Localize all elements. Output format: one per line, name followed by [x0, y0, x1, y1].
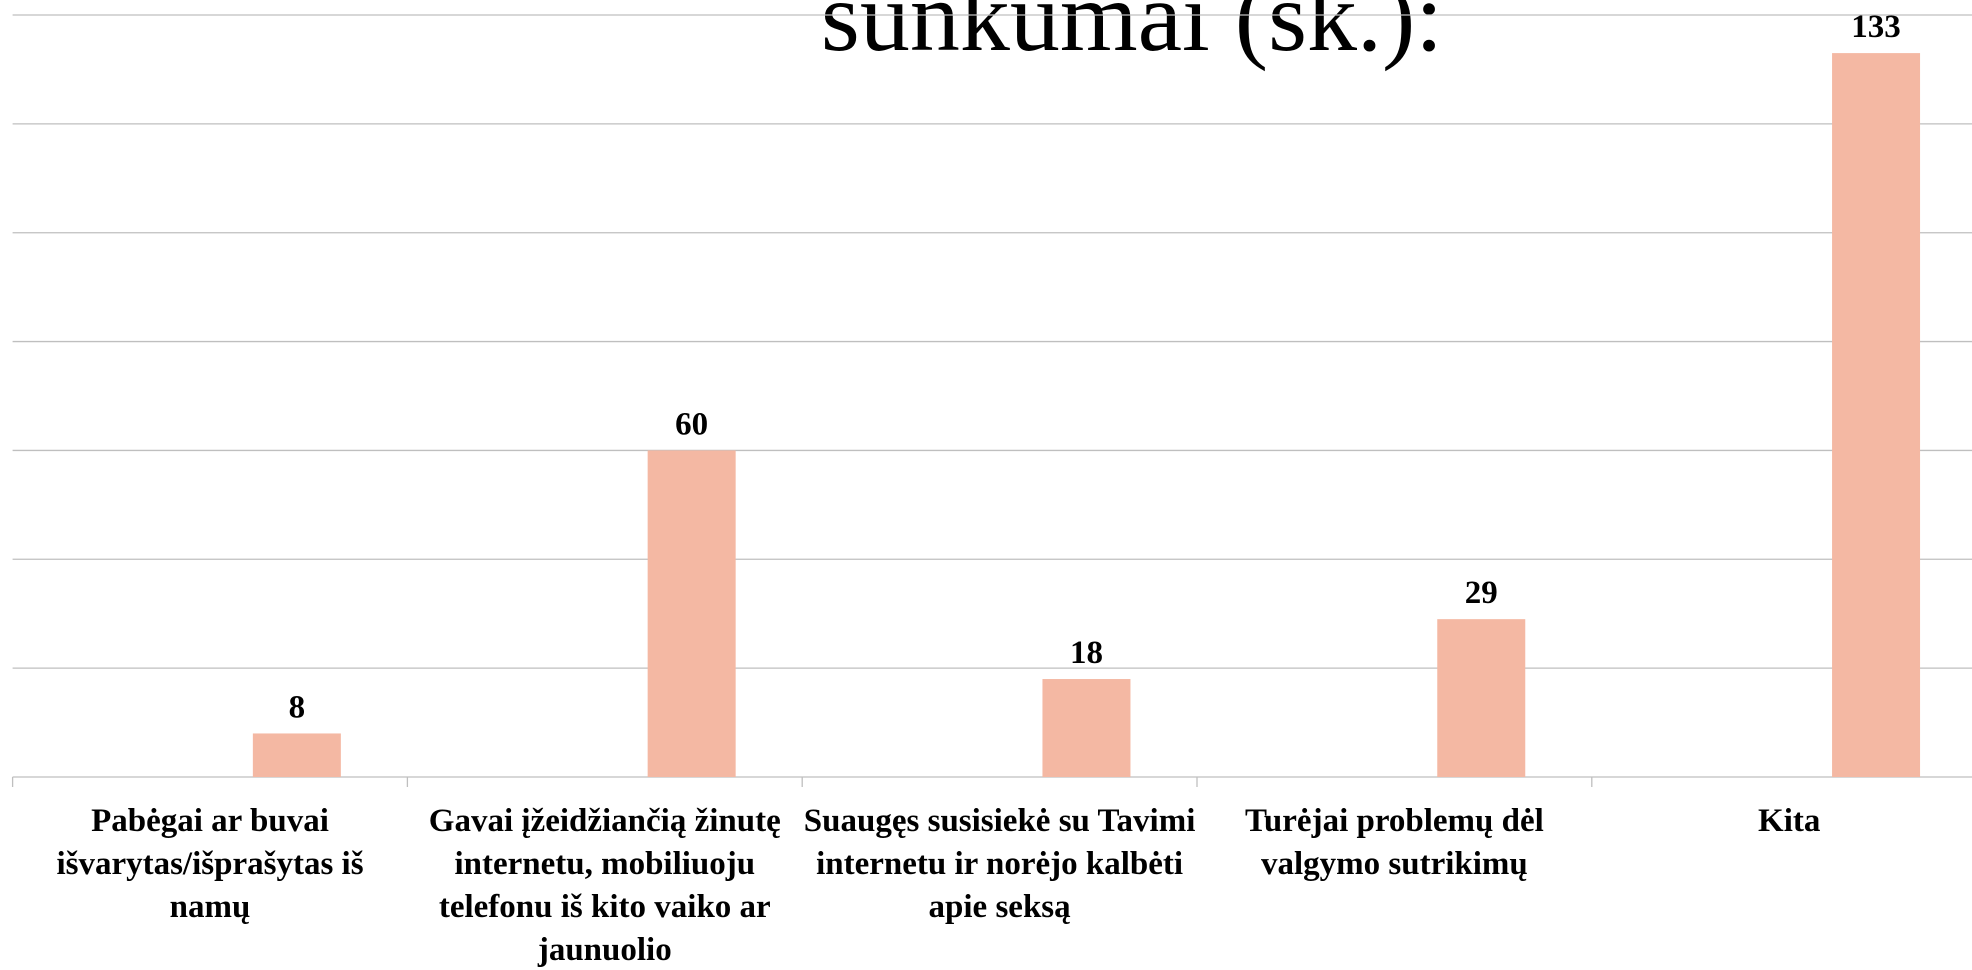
- data-label: 8: [289, 689, 306, 725]
- x-label-box: Pabėgai ar buvai išvarytas/išprašytas iš…: [56, 803, 364, 925]
- bar: [1042, 679, 1131, 777]
- x-label-box: Turėjai problemų dėl valgymo sutrikimų: [1244, 803, 1544, 882]
- bar: [1437, 619, 1526, 777]
- bar: [1832, 53, 1921, 778]
- data-label: 29: [1465, 575, 1498, 611]
- data-label: 18: [1070, 635, 1103, 671]
- x-label-box: Suaugęs susisiekė su Tavimi internetu ir…: [803, 803, 1196, 925]
- x-tick-label: Gavai įžeidžiančią žinutę internetu, mob…: [428, 803, 781, 968]
- bar: [647, 450, 736, 777]
- bar: [252, 733, 341, 777]
- data-label: 133: [1851, 9, 1901, 45]
- x-tick-label: Pabėgai ar buvai išvarytas/išprašytas iš…: [56, 803, 364, 925]
- data-label: 60: [675, 406, 708, 442]
- x-label-box: Kita: [1758, 803, 1821, 839]
- x-tick-label: Turėjai problemų dėl valgymo sutrikimų: [1244, 803, 1544, 882]
- chart-title: sunkumai (sk.):: [821, 0, 1443, 72]
- x-tick-label: Suaugęs susisiekė su Tavimi internetu ir…: [803, 803, 1196, 925]
- x-tick-label: Kita: [1758, 803, 1821, 839]
- x-label-box: Gavai įžeidžiančią žinutę internetu, mob…: [428, 803, 781, 968]
